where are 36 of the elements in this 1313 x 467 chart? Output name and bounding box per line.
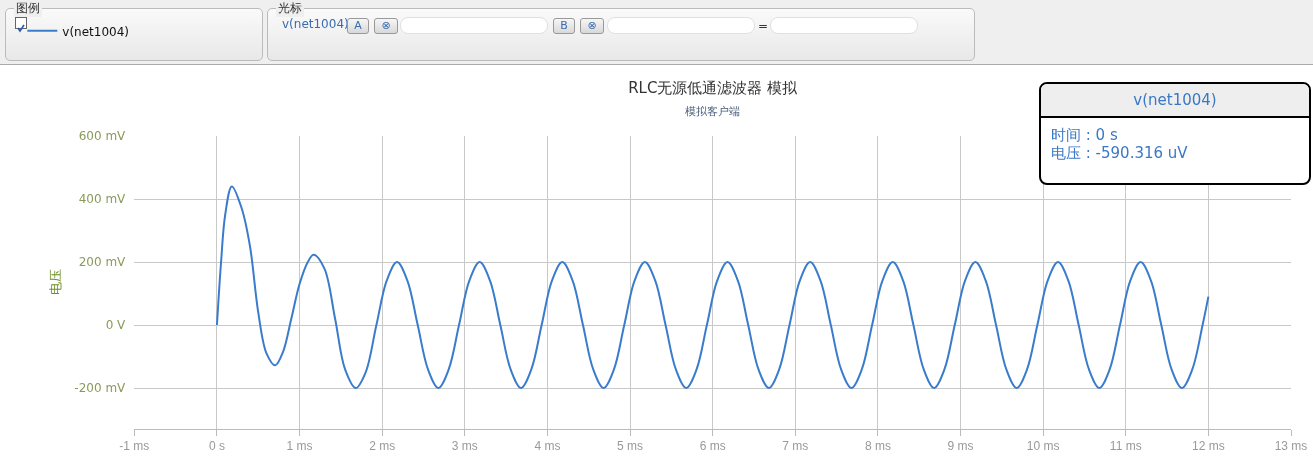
text: = [758, 19, 769, 33]
x-tick-label: 2 ms [369, 439, 396, 454]
legend-label: v(net1004) [62, 24, 130, 39]
x-tick-label: 11 ms [1109, 439, 1142, 454]
x-tick-label: 3 ms [451, 439, 478, 454]
annotation: 电压 : -590.316 uV [1051, 144, 1188, 163]
x-tick-label: 13 ms [1274, 439, 1308, 454]
y-tick-label: 600 mV [78, 129, 127, 144]
x-tick-label: 0 s [208, 439, 225, 454]
x-tick-label: -1 ms [119, 439, 150, 454]
y-tick-label: 200 mV [78, 255, 127, 270]
y-tick-label: -200 mV [74, 381, 127, 396]
x-tick-label: 9 ms [947, 439, 974, 454]
text: B [553, 18, 575, 34]
x-tick-label: 7 ms [782, 439, 809, 454]
x-tick-label: 12 ms [1192, 439, 1225, 454]
x-tick-label: 5 ms [617, 439, 644, 454]
y-axis-title: 电压 [48, 269, 64, 296]
x-tick-label: 1 ms [286, 439, 313, 454]
text: v(net1004) [282, 17, 349, 31]
text: 光标 [276, 0, 304, 17]
annotation: 时间 : 0 s [1051, 126, 1118, 145]
x-tick-label: 8 ms [864, 439, 891, 454]
text: ⊗ [580, 18, 604, 34]
y-tick-label: 400 mV [78, 192, 127, 207]
text: 图例 [14, 0, 42, 17]
y-tick-label: 0 V [105, 318, 127, 333]
text: ⊗ [374, 18, 398, 34]
x-tick-label: 6 ms [699, 439, 726, 454]
chart-subtitle: 模拟客户端 [685, 105, 741, 118]
tooltip-box: v(net1004) 时间 : 0 s 电压 : -590.316 uV [1039, 82, 1311, 185]
x-tick-label: 4 ms [534, 439, 561, 454]
chart-title: RLC无源低通滤波器 模拟 [628, 79, 799, 98]
x-tick-label: 10 ms [1026, 439, 1060, 454]
line-series [215, 185, 1210, 390]
text: A [347, 18, 369, 34]
